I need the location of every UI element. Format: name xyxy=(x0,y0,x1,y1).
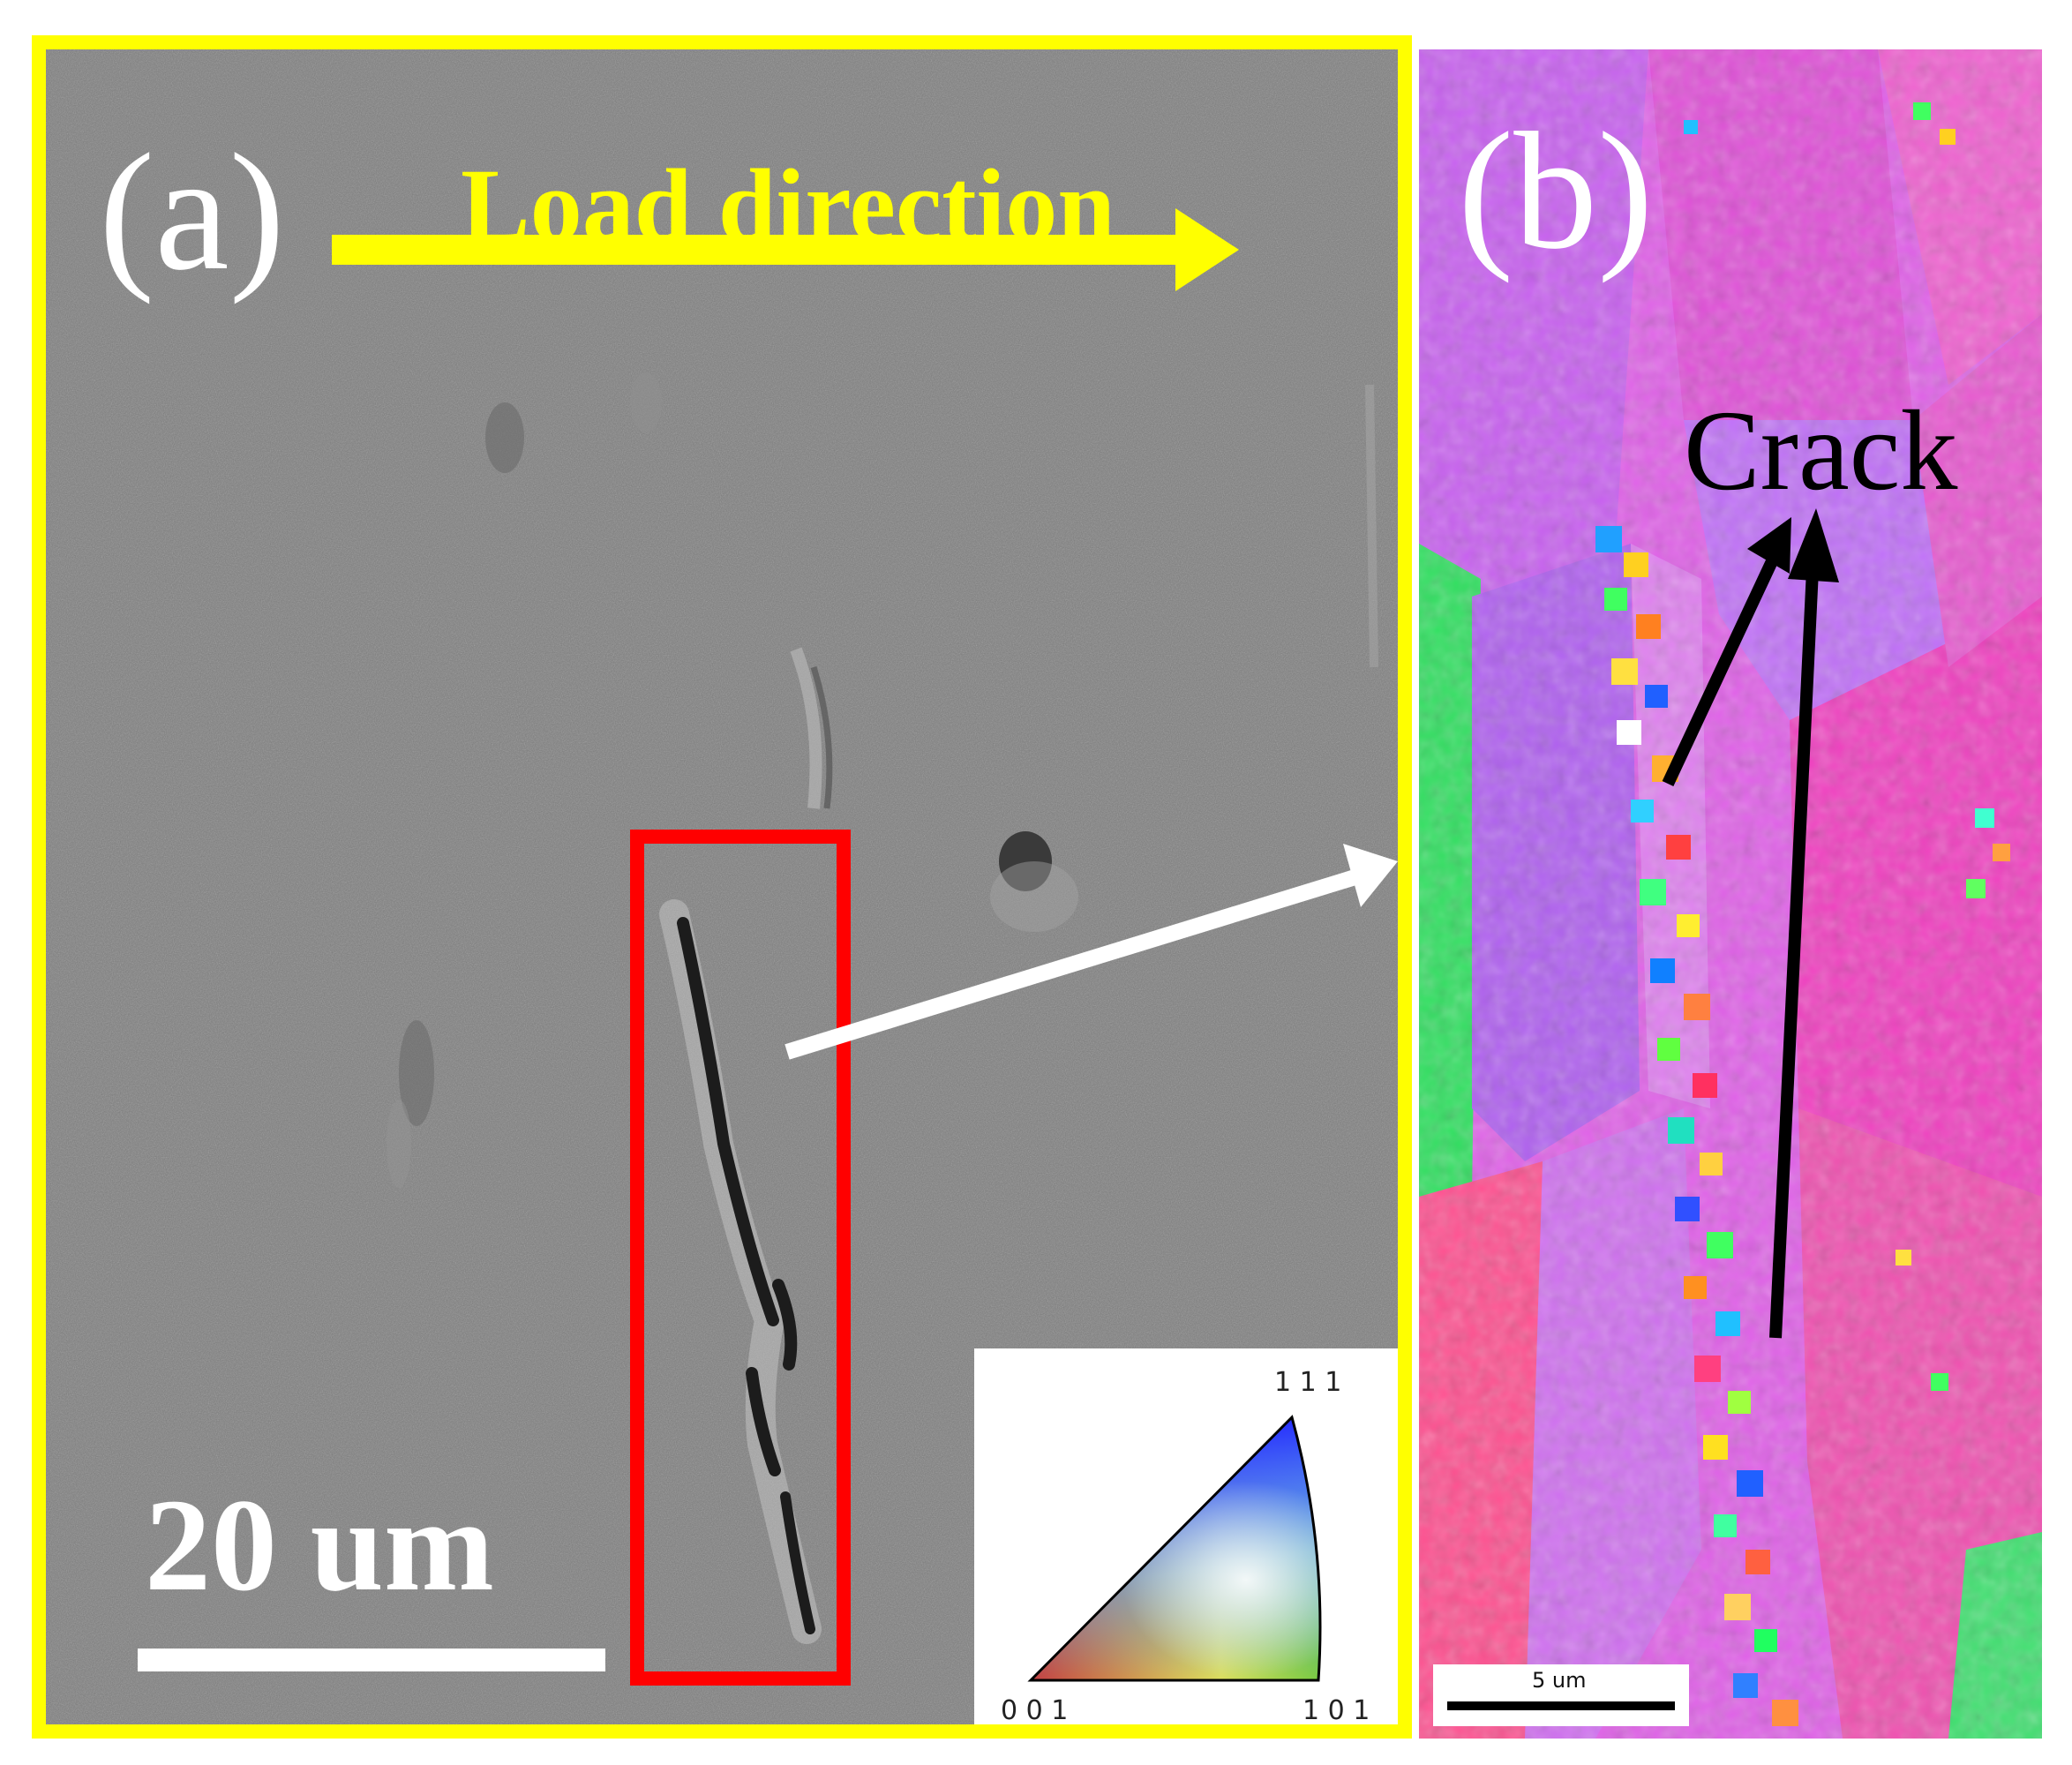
pointer-arrow xyxy=(785,844,1398,1060)
ipf-label-101: 1 0 1 xyxy=(1303,1695,1370,1726)
load-direction-label: Load direction xyxy=(461,147,1115,263)
crack-label: Crack xyxy=(1684,387,1958,514)
load-direction-arrow xyxy=(332,208,1239,291)
ebsd-panel: (b) Crack 5 um xyxy=(1419,49,2042,1739)
crack-arrow-right xyxy=(1769,508,1839,1339)
ebsd-orientation-map xyxy=(1419,49,2042,1739)
scale-bar-line-b xyxy=(1447,1701,1675,1710)
crack-highlight-box xyxy=(630,830,851,1686)
panel-label-a: (a) xyxy=(99,120,285,305)
scale-bar-label-b: 5 um xyxy=(1532,1668,1587,1693)
annotation-overlay-a xyxy=(332,208,1398,1686)
ipf-label-001: 0 0 1 xyxy=(1001,1695,1069,1726)
ipf-label-111: 1 1 1 xyxy=(1274,1367,1342,1398)
scale-bar-label-a: 20 um xyxy=(145,1472,494,1619)
recrystallized-grains xyxy=(1595,102,2010,1726)
sem-micrograph xyxy=(46,49,1398,1724)
scale-bar-b: 5 um xyxy=(1433,1664,1689,1726)
panel-label-b: (b) xyxy=(1458,99,1654,284)
scale-bar-a xyxy=(138,1649,605,1671)
crack-arrow-left xyxy=(1662,517,1791,786)
ipf-color-triangle xyxy=(1027,1415,1322,1682)
annotation-overlay-b xyxy=(1662,508,1839,1339)
sem-panel: (a) Load direction 20 um xyxy=(32,35,1412,1739)
ipf-legend: 1 1 1 0 0 1 1 0 1 xyxy=(974,1348,1398,1726)
